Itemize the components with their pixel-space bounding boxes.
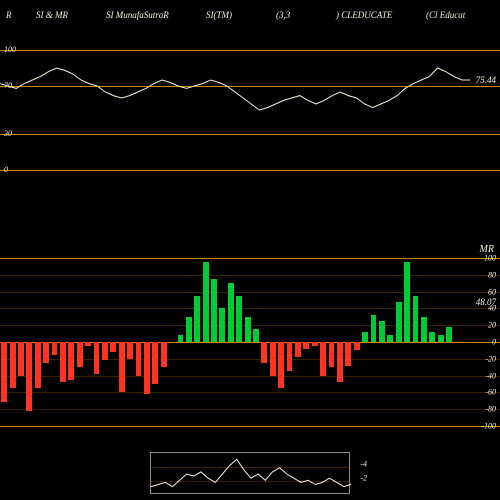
y-axis-label: -100 bbox=[481, 422, 496, 431]
mr-bar bbox=[438, 335, 444, 342]
mr-bar bbox=[119, 342, 125, 392]
gridline bbox=[0, 409, 500, 410]
y-axis-label: -80 bbox=[485, 405, 496, 414]
mr-bar bbox=[295, 342, 301, 357]
mr-bar bbox=[203, 262, 209, 342]
mr-bar bbox=[278, 342, 284, 388]
gridline bbox=[0, 392, 500, 393]
mr-bar bbox=[110, 342, 116, 352]
rsi-line bbox=[0, 68, 470, 110]
gridline bbox=[0, 376, 500, 377]
hdr-5: ) CLEDUCATE bbox=[336, 10, 426, 20]
mr-bar bbox=[228, 283, 234, 342]
mr-bar bbox=[85, 342, 91, 346]
gridline bbox=[0, 275, 500, 276]
mr-bar bbox=[312, 342, 318, 346]
mr-bar bbox=[161, 342, 167, 367]
gridline bbox=[0, 308, 500, 309]
mr-bar bbox=[261, 342, 267, 363]
mr-bar bbox=[102, 342, 108, 360]
mr-bar bbox=[337, 342, 343, 382]
mr-bar bbox=[94, 342, 100, 374]
mr-panel: MR-100-80-60-40-2002040608010048.07 bbox=[0, 258, 500, 426]
rsi-value-label: 75.44 bbox=[476, 75, 496, 85]
mr-bar bbox=[396, 302, 402, 342]
mr-bar bbox=[77, 342, 83, 367]
mini-line bbox=[151, 459, 351, 486]
mr-bar bbox=[144, 342, 150, 394]
mr-bar bbox=[404, 262, 410, 342]
gridline bbox=[0, 359, 500, 360]
mr-bar bbox=[421, 317, 427, 342]
mr-bar bbox=[245, 317, 251, 342]
chart-header: R SI & MR SI MunafaSutraR SI(TM) (3,3 ) … bbox=[0, 0, 500, 30]
y-axis-label: 80 bbox=[488, 270, 496, 279]
mr-bar bbox=[429, 332, 435, 342]
mr-bar bbox=[219, 308, 225, 342]
hdr-4: (3,3 bbox=[276, 10, 336, 20]
mini-y-label: -4 bbox=[360, 459, 367, 468]
gridline bbox=[0, 342, 500, 343]
mr-bar bbox=[354, 342, 360, 350]
gridline bbox=[0, 258, 500, 259]
mini-indicator-panel: -4-2 bbox=[150, 452, 350, 494]
mr-bar bbox=[152, 342, 158, 384]
mr-bar bbox=[345, 342, 351, 366]
mr-bar bbox=[178, 335, 184, 342]
mr-bar bbox=[329, 342, 335, 367]
gridline bbox=[0, 426, 500, 427]
mr-bar bbox=[10, 342, 16, 388]
mr-bar bbox=[186, 317, 192, 342]
y-axis-label: 100 bbox=[484, 254, 496, 263]
mr-bar bbox=[320, 342, 326, 376]
mr-bar bbox=[52, 342, 58, 355]
hdr-6: (Cl Educat bbox=[426, 10, 494, 20]
mr-bar bbox=[136, 342, 142, 376]
y-axis-label: 20 bbox=[488, 321, 496, 330]
mr-bar bbox=[18, 342, 24, 376]
mr-bar bbox=[35, 342, 41, 388]
mr-bar bbox=[211, 279, 217, 342]
mr-bar bbox=[371, 315, 377, 342]
mr-bar bbox=[43, 342, 49, 363]
mr-bar bbox=[1, 342, 7, 402]
gridline bbox=[0, 170, 500, 171]
mr-bar bbox=[287, 342, 293, 371]
mini-y-label: -2 bbox=[360, 474, 367, 483]
mr-bar bbox=[253, 329, 259, 342]
mr-bar bbox=[26, 342, 32, 411]
mr-bar bbox=[362, 332, 368, 342]
mr-bar bbox=[270, 342, 276, 376]
mr-bar bbox=[236, 296, 242, 342]
mr-bar bbox=[194, 296, 200, 342]
mr-bar bbox=[379, 321, 385, 342]
gridline bbox=[0, 292, 500, 293]
y-axis-label: -40 bbox=[485, 371, 496, 380]
mr-bar bbox=[413, 296, 419, 342]
y-axis-label: 0 bbox=[492, 338, 496, 347]
mr-bar bbox=[387, 335, 393, 342]
mr-bar bbox=[127, 342, 133, 359]
y-axis-label: -20 bbox=[485, 354, 496, 363]
mr-bar bbox=[446, 327, 452, 342]
hdr-2: SI MunafaSutraR bbox=[106, 10, 206, 20]
mr-bar bbox=[303, 342, 309, 349]
hdr-0: R bbox=[6, 10, 36, 20]
mr-bar bbox=[68, 342, 74, 380]
mr-bar bbox=[60, 342, 66, 382]
rsi-panel: 0307010075.44 bbox=[0, 50, 500, 170]
mr-value-label: 48.07 bbox=[476, 297, 496, 307]
hdr-3: SI(TM) bbox=[206, 10, 276, 20]
y-axis-label: -60 bbox=[485, 388, 496, 397]
hdr-1: SI & MR bbox=[36, 10, 106, 20]
y-axis-label: 60 bbox=[488, 287, 496, 296]
